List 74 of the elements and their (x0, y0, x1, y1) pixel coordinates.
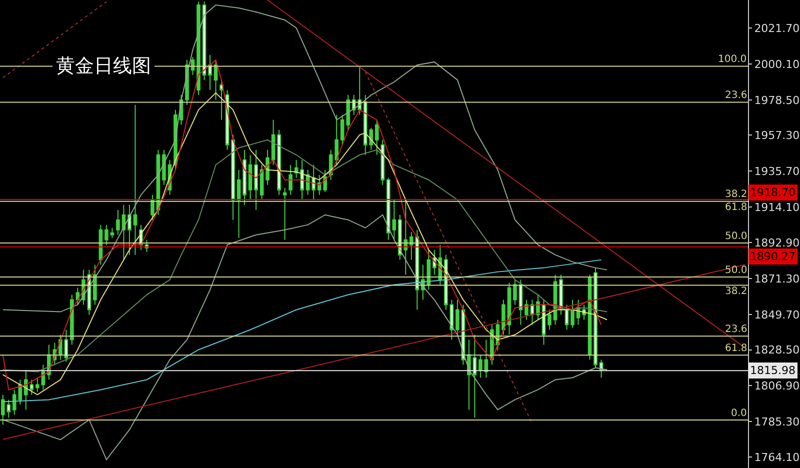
candlestick (524, 299, 528, 320)
y-tick-label: 1764.10 (754, 450, 800, 464)
candlestick (190, 56, 195, 76)
candlestick (214, 59, 218, 100)
y-tick-label: 2021.70 (754, 22, 800, 35)
candlestick (282, 187, 287, 240)
candlestick (472, 334, 477, 418)
annotation: 23.6 (725, 324, 748, 335)
y-tick-label: 1957.30 (754, 129, 800, 142)
candlestick (380, 139, 385, 186)
y-tick-label: 1935.70 (754, 165, 800, 178)
candlestick (456, 299, 460, 336)
y-tick-label: 2000.10 (754, 58, 800, 71)
y-tick-label: 1892.90 (754, 236, 800, 250)
candlestick (260, 164, 264, 200)
candlestick (231, 134, 235, 220)
y-tick-label: 1914.10 (754, 201, 800, 214)
candlestick (559, 274, 563, 316)
y-tick-label: 1871.30 (754, 272, 800, 286)
candlestick (122, 204, 126, 260)
line-series (2, 4, 608, 312)
candlestick (208, 54, 212, 90)
ref-line-label: 1890.27 (750, 250, 796, 263)
annotation: 23.6 (725, 90, 748, 101)
candlestick (478, 354, 482, 378)
candlestick (502, 299, 506, 336)
candlestick (254, 149, 258, 210)
candlestick (484, 339, 488, 378)
candlestick (248, 154, 252, 200)
candlestick (271, 119, 276, 166)
candlestick (594, 267, 598, 368)
candlestick (116, 209, 120, 236)
annotation: 61.8 (725, 343, 748, 354)
ref-line-label: 1918.70 (750, 186, 796, 199)
annotation: 50.0 (725, 265, 748, 276)
y-tick-label: 1806.90 (754, 380, 800, 393)
candlestick (128, 204, 132, 256)
candlestick (266, 149, 270, 186)
candlestick (242, 149, 246, 206)
text: 黄金日线图 (56, 55, 151, 77)
candlestick (196, 1, 200, 96)
candlestick (220, 79, 224, 120)
y-tick-label: 1978.50 (754, 94, 800, 107)
candlestick (518, 279, 523, 326)
annotation: 38.2 (725, 189, 748, 200)
candlestick (104, 224, 108, 246)
line-series (2, 259, 602, 402)
candlestick (450, 299, 454, 340)
candlestick (300, 159, 304, 200)
candlestick (294, 159, 298, 178)
candlestick (374, 119, 379, 156)
line-series (2, 139, 608, 372)
candlestick (162, 149, 166, 186)
candlestick (570, 299, 574, 328)
line-series (2, 214, 608, 460)
candlestick (236, 169, 241, 238)
candlestick (312, 164, 316, 200)
y-tick-label: 1785.30 (754, 416, 800, 429)
y-tick-label: 1828.50 (754, 344, 800, 357)
annotation: 38.2 (725, 286, 748, 297)
candlestick (133, 104, 138, 256)
candlestick (150, 194, 154, 220)
annotation: 50.0 (725, 231, 748, 242)
candlestick (548, 309, 552, 330)
annotation: 100.0 (718, 54, 747, 65)
y-tick-label: 1849.70 (754, 308, 800, 322)
annotation: 61.8 (725, 202, 748, 213)
candlestick (277, 129, 281, 196)
candlestick (64, 329, 68, 362)
candlestick (110, 227, 114, 238)
annotation: 0.0 (731, 408, 747, 419)
candlestick (288, 164, 292, 196)
candlestick (513, 279, 517, 306)
ref-line-label: 1815.98 (750, 364, 796, 377)
